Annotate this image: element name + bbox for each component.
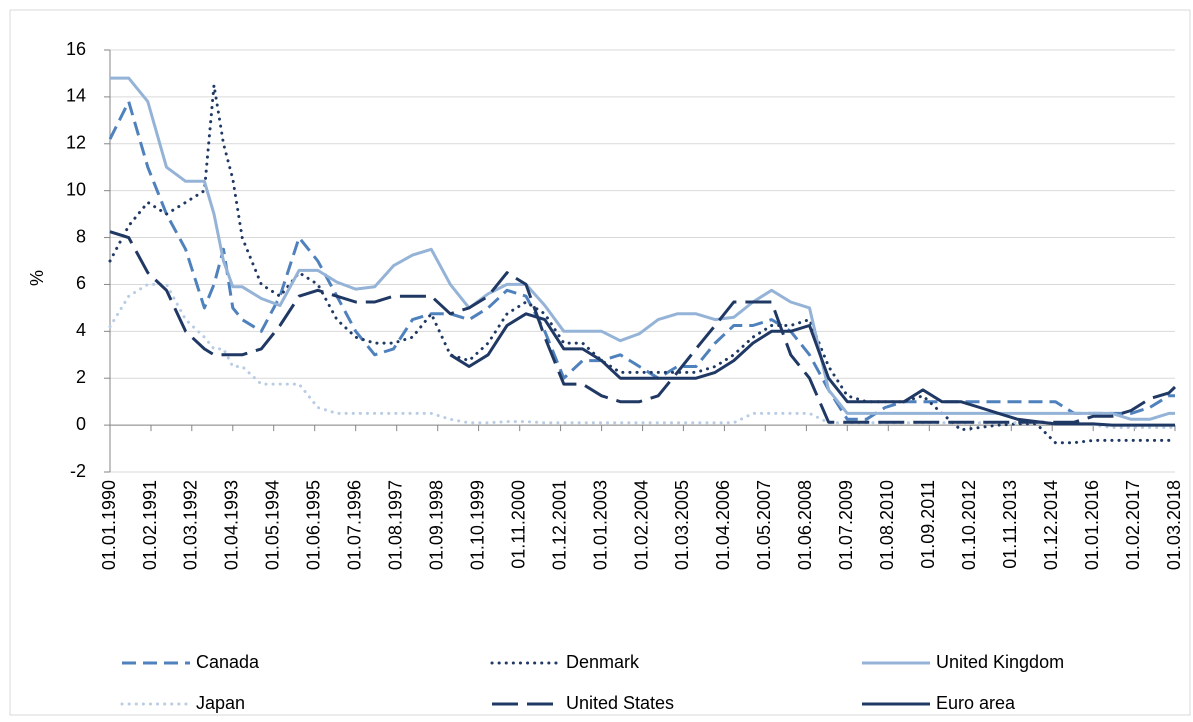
y-tick-label: 8 <box>76 226 86 246</box>
x-tick-label: 01.12.2014 <box>1041 480 1061 570</box>
x-tick-label: 01.04.2006 <box>713 480 733 570</box>
y-tick-label: 10 <box>66 179 86 199</box>
x-tick-label: 01.01.1990 <box>99 480 119 570</box>
series-line <box>109 230 1177 424</box>
y-tick-label: 4 <box>76 320 86 340</box>
x-tick-label: 01.11.2013 <box>1000 480 1020 569</box>
legend-label: United Kingdom <box>936 652 1064 672</box>
legend-label: Euro area <box>936 693 1016 713</box>
x-tick-label: 01.01.2016 <box>1082 480 1102 570</box>
x-tick-label: 01.02.2017 <box>1123 480 1143 570</box>
y-tick-label: 0 <box>76 414 86 434</box>
y-tick-label: 2 <box>76 367 86 387</box>
y-tick-label: 14 <box>66 86 86 106</box>
x-tick-label: 01.09.1998 <box>426 480 446 570</box>
chart-border <box>9 9 1191 716</box>
x-tick-label: 01.08.2010 <box>877 480 897 570</box>
x-tick-label: 01.03.2005 <box>672 480 692 570</box>
legend-label: Denmark <box>566 652 640 672</box>
legend-label: United States <box>566 693 674 713</box>
x-tick-label: 01.03.1992 <box>181 480 201 570</box>
y-tick-label: 16 <box>66 39 86 59</box>
x-tick-label: 01.11.2000 <box>508 480 528 569</box>
x-tick-label: 01.09.2011 <box>918 480 938 569</box>
series-line <box>108 100 1175 421</box>
series-line <box>108 83 1177 445</box>
series-line <box>449 312 1175 427</box>
x-tick-label: 01.10.1999 <box>467 480 487 570</box>
x-tick-label: 01.07.2009 <box>836 480 856 570</box>
x-tick-label: 01.02.1991 <box>140 480 160 570</box>
x-tick-label: 01.04.1993 <box>222 480 242 570</box>
y-tick-label: -2 <box>70 461 86 481</box>
x-tick-label: 01.12.2001 <box>549 480 569 570</box>
legend-label: Canada <box>196 652 260 672</box>
x-tick-label: 01.07.1996 <box>344 480 364 570</box>
x-tick-label: 01.05.2007 <box>754 480 774 570</box>
x-tick-label: 01.02.2004 <box>631 480 651 570</box>
x-tick-label: 01.03.2018 <box>1164 480 1184 570</box>
x-tick-label: 01.10.2012 <box>959 480 979 570</box>
y-tick-label: 6 <box>76 273 86 293</box>
x-tick-label: 01.05.1994 <box>262 480 282 570</box>
y-tick-label: 12 <box>66 133 86 153</box>
x-tick-label: 01.06.1995 <box>303 480 323 570</box>
x-tick-label: 01.06.2008 <box>795 480 815 570</box>
y-axis-label: % <box>27 270 47 286</box>
x-tick-label: 01.08.1997 <box>385 480 405 570</box>
x-tick-label: 01.01.2003 <box>590 480 610 570</box>
legend-label: Japan <box>196 693 245 713</box>
